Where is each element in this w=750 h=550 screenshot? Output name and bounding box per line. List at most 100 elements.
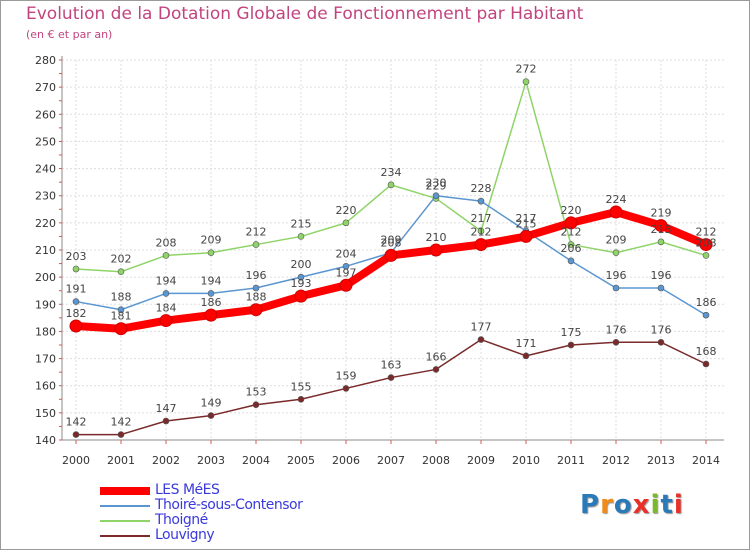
data-label-louvigny: 159 (336, 369, 357, 382)
data-point-les-mees (114, 322, 128, 336)
x-tick-label: 2010 (512, 454, 540, 467)
data-label-thoigne: 215 (291, 217, 312, 230)
data-point-louvigny (342, 385, 350, 392)
data-point-louvigny (432, 366, 440, 373)
data-label-les-mees: 215 (516, 217, 537, 230)
data-label-thoigne: 202 (111, 253, 132, 266)
data-label-thoigne: 272 (516, 63, 537, 76)
data-label-les-mees: 193 (291, 277, 312, 290)
data-point-thoire-sous-contensor (72, 298, 80, 305)
y-tick-label: 250 (35, 135, 56, 148)
logo-letter: o (613, 490, 633, 520)
x-tick-label: 2000 (62, 454, 90, 467)
x-tick-label: 2013 (647, 454, 675, 467)
data-point-thoigne (342, 219, 350, 227)
x-tick-label: 2003 (197, 454, 225, 467)
data-point-thoigne (612, 249, 620, 257)
x-tick-label: 2012 (602, 454, 630, 467)
x-tick-label: 2014 (692, 454, 720, 467)
data-label-louvigny: 166 (426, 350, 447, 363)
data-point-thoigne (117, 268, 125, 276)
data-label-thoire-sous-contensor: 186 (696, 296, 717, 309)
logo-letter: r (600, 490, 614, 520)
data-point-louvigny (117, 431, 125, 438)
data-point-thoigne (297, 233, 305, 240)
data-point-louvigny (477, 336, 485, 343)
data-label-les-mees: 208 (381, 236, 402, 249)
data-label-thoigne: 220 (336, 204, 357, 217)
data-label-louvigny: 142 (111, 416, 132, 429)
data-label-louvigny: 153 (246, 386, 267, 399)
data-point-thoigne (72, 265, 80, 273)
data-label-louvigny: 147 (156, 402, 177, 415)
data-point-les-mees (654, 219, 668, 233)
y-tick-label: 210 (35, 244, 56, 257)
data-point-les-mees (384, 248, 398, 262)
data-point-louvigny (162, 417, 170, 425)
y-tick-label: 200 (35, 271, 56, 284)
data-point-thoigne (702, 252, 710, 259)
data-point-louvigny (522, 352, 530, 360)
proxiti-logo: Proxiti (580, 490, 684, 520)
legend-label: LES MéES (155, 482, 220, 498)
data-point-thoigne (477, 227, 485, 235)
data-point-thoigne (162, 252, 170, 259)
data-label-louvigny: 163 (381, 359, 402, 372)
data-point-louvigny (387, 374, 395, 381)
data-label-thoire-sous-contensor: 206 (561, 242, 582, 255)
data-point-thoire-sous-contensor (117, 306, 125, 314)
chart-title: Evolution de la Dotation Globale de Fonc… (26, 4, 584, 24)
data-point-thoire-sous-contensor (207, 290, 215, 297)
data-label-les-mees: 210 (426, 231, 447, 244)
data-point-les-mees (609, 205, 623, 219)
data-point-louvigny (297, 395, 305, 403)
data-point-thoire-sous-contensor (432, 192, 440, 200)
data-label-louvigny: 168 (696, 345, 717, 358)
data-point-louvigny (72, 431, 80, 438)
x-tick-label: 2001 (107, 454, 135, 467)
data-label-thoigne: 213 (651, 223, 672, 236)
data-label-les-mees: 182 (66, 307, 87, 320)
legend-label: Thoiré-sous-Contensor (155, 497, 303, 513)
data-point-les-mees (294, 289, 308, 303)
y-tick-label: 220 (35, 217, 56, 230)
y-tick-label: 190 (35, 298, 56, 311)
data-label-thoire-sous-contensor: 188 (111, 291, 132, 304)
logo-letter: t (660, 490, 674, 520)
data-point-thoire-sous-contensor (477, 197, 485, 205)
data-label-les-mees: 212 (471, 226, 492, 239)
data-label-thoigne: 234 (381, 166, 402, 179)
data-label-louvigny: 176 (651, 323, 672, 336)
data-label-thoire-sous-contensor: 194 (156, 274, 177, 287)
data-label-les-mees: 220 (561, 204, 582, 217)
data-label-les-mees: 197 (336, 266, 357, 279)
data-label-les-mees: 224 (606, 193, 627, 206)
x-tick-label: 2006 (332, 454, 360, 467)
data-label-thoire-sous-contensor: 228 (471, 182, 492, 195)
data-label-thoire-sous-contensor: 200 (291, 258, 312, 271)
x-tick-label: 2008 (422, 454, 450, 467)
y-tick-label: 150 (35, 407, 56, 420)
data-point-thoigne (252, 241, 260, 248)
data-point-les-mees (519, 229, 533, 243)
logo-letter: P (580, 490, 601, 520)
data-point-les-mees (474, 238, 488, 252)
data-label-thoigne: 229 (426, 179, 447, 192)
data-point-les-mees (249, 303, 263, 317)
data-point-thoire-sous-contensor (567, 257, 575, 265)
y-tick-label: 180 (35, 325, 56, 338)
data-label-thoire-sous-contensor: 204 (336, 247, 357, 260)
data-point-thoire-sous-contensor (162, 290, 170, 297)
data-label-louvigny: 155 (291, 380, 312, 393)
data-label-louvigny: 176 (606, 323, 627, 336)
data-point-les-mees (429, 243, 443, 257)
logo-letter: i (673, 490, 684, 520)
data-point-thoigne (567, 241, 575, 248)
data-point-thoigne (522, 78, 530, 86)
data-point-thoire-sous-contensor (297, 273, 305, 281)
data-label-thoire-sous-contensor: 194 (201, 274, 222, 287)
data-point-louvigny (567, 341, 575, 349)
legend-label: Louvigny (155, 527, 215, 543)
